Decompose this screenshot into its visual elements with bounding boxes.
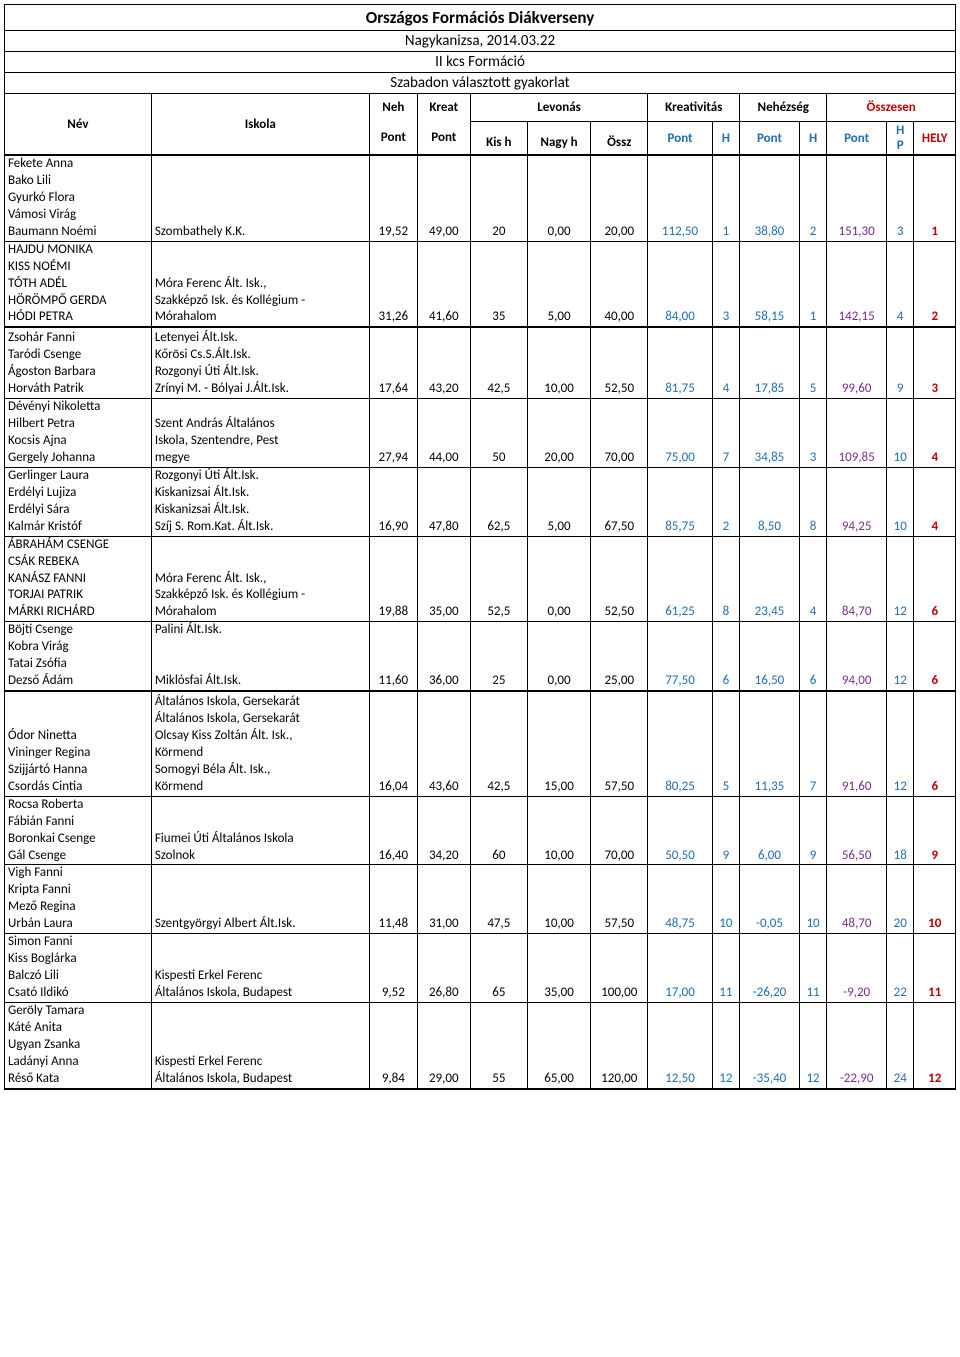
- table-row: Mező Regina: [5, 899, 956, 916]
- table-row: Csató IldikóÁltalános Iskola, Budapest9,…: [5, 985, 956, 1002]
- table-row: Urbán LauraSzentgyörgyi Albert Ált.Isk.1…: [5, 916, 956, 933]
- table-row: HAJDU MONIKA: [5, 241, 956, 258]
- table-row: Erdélyi SáraKiskanizsai Ált.Isk.: [5, 502, 956, 519]
- table-row: ÁBRAHÁM CSENGE: [5, 536, 956, 553]
- table-row: Zsohár FanniLetenyei Ált.Isk.: [5, 330, 956, 347]
- table-row: Vininger ReginaKörmend: [5, 745, 956, 762]
- table-row: Erdélyi LujizaKiskanizsai Ált.Isk.: [5, 485, 956, 502]
- table-row: Kripta Fanni: [5, 882, 956, 899]
- table-row: Tatai Zsófia: [5, 656, 956, 673]
- category-row: II kcs Formáció: [5, 52, 956, 73]
- table-row: Kiss Boglárka: [5, 951, 956, 968]
- hdr-neh-top: Neh: [369, 94, 417, 122]
- hdr-opont: Pont: [827, 122, 887, 156]
- table-row: Böjti Csenge Palini Ált.Isk.: [5, 622, 956, 639]
- table-row: Ugyan Zsanka: [5, 1037, 956, 1054]
- location-date: Nagykanizsa, 2014.03.22: [5, 31, 956, 52]
- hdr-kreat-bot: Pont: [417, 122, 470, 156]
- table-row: Gál CsengeSzolnok16,4034,206010,0070,005…: [5, 848, 956, 865]
- hdr-osszesen: Összesen: [827, 94, 956, 122]
- hdr-neh-bot: Pont: [369, 122, 417, 156]
- table-row: Ladányi AnnaKispesti Erkel Ferenc: [5, 1054, 956, 1071]
- header-row-1: Név Iskola Neh Kreat Levonás Kreativitás…: [5, 94, 956, 122]
- table-row: Réső KataÁltalános Iskola, Budapest9,842…: [5, 1071, 956, 1089]
- title: Országos Formációs Diákverseny: [5, 5, 956, 31]
- table-row: Simon Fanni: [5, 934, 956, 951]
- title-row: Országos Formációs Diákverseny: [5, 5, 956, 31]
- hdr-nagyh: Nagy h: [528, 122, 591, 156]
- hdr-ossz: Össz: [591, 122, 648, 156]
- hdr-npont: Pont: [740, 122, 800, 156]
- table-row: TÓTH ADÉLMóra Ferenc Ált. Isk.,: [5, 276, 956, 293]
- hdr-kish: Kis h: [470, 122, 527, 156]
- results-table: Országos Formációs Diákverseny Nagykaniz…: [4, 4, 956, 1090]
- hdr-kreativitas: Kreativitás: [648, 94, 740, 122]
- table-row: Káté Anita: [5, 1020, 956, 1037]
- hdr-kpont: Pont: [648, 122, 712, 156]
- location-row: Nagykanizsa, 2014.03.22: [5, 31, 956, 52]
- hdr-iskola: Iskola: [151, 94, 369, 156]
- table-row: Általános Iskola, Gersekarát: [5, 694, 956, 711]
- table-row: TORJAI PATRIKSzakképző Isk. és Kollégium…: [5, 587, 956, 604]
- table-row: Boronkai CsengeFiumei Úti Általános Isko…: [5, 831, 956, 848]
- table-row: KISS NOÉMI: [5, 259, 956, 276]
- exercise: Szabadon választott gyakorlat: [5, 73, 956, 94]
- table-row: Balczó LiliKispesti Erkel Ferenc: [5, 968, 956, 985]
- table-row: Kobra Virág: [5, 639, 956, 656]
- table-row: MÁRKI RICHÁRDMórahalom19,8835,0052,50,00…: [5, 604, 956, 621]
- table-row: Dezső ÁdámMiklósfai Ált.Isk.11,6036,0025…: [5, 673, 956, 691]
- table-row: Bako Lili: [5, 173, 956, 190]
- table-row: Gyurkó Flora: [5, 190, 956, 207]
- hdr-nh: H: [799, 122, 827, 156]
- table-row: Gerlinger LauraRozgonyi Úti Ált.Isk.: [5, 467, 956, 484]
- table-row: HÓDI PETRAMórahalom31,2641,60355,0040,00…: [5, 309, 956, 327]
- table-row: Taródi CsengeKőrösi Cs.S.Ált.Isk.: [5, 347, 956, 364]
- table-row: Fábián Fanni: [5, 814, 956, 831]
- hdr-hp: HP: [886, 122, 914, 156]
- hdr-kh: H: [712, 122, 740, 156]
- table-row: Hilbert PetraSzent András Általános: [5, 416, 956, 433]
- hdr-levonas: Levonás: [470, 94, 648, 122]
- table-row: Ódor NinettaOlcsay Kiss Zoltán Ált. Isk.…: [5, 728, 956, 745]
- table-row: Gergely Johannamegye27,9444,005020,0070,…: [5, 450, 956, 467]
- table-row: Általános Iskola, Gersekarát: [5, 711, 956, 728]
- table-row: Fekete Anna: [5, 155, 956, 173]
- table-row: KANÁSZ FANNIMóra Ferenc Ált. Isk.,: [5, 571, 956, 588]
- table-row: Csordás CintiaKörmend16,0443,6042,515,00…: [5, 779, 956, 796]
- table-row: Geröly Tamara: [5, 1002, 956, 1019]
- hdr-kreat-top: Kreat: [417, 94, 470, 122]
- table-row: CSÁK REBEKA: [5, 554, 956, 571]
- hdr-hely: HELY: [914, 122, 956, 156]
- exercise-row: Szabadon választott gyakorlat: [5, 73, 956, 94]
- category: II kcs Formáció: [5, 52, 956, 73]
- table-row: HÖRÖMPŐ GERDASzakképző Isk. és Kollégium…: [5, 293, 956, 310]
- hdr-nehezseg: Nehézség: [740, 94, 827, 122]
- table-row: Horváth PatrikZrínyi M. - Bólyai J.Ált.I…: [5, 381, 956, 398]
- table-row: Rocsa Roberta: [5, 796, 956, 813]
- table-row: Szijjártó HannaSomogyi Béla Ált. Isk.,: [5, 762, 956, 779]
- table-row: Dévényi Nikoletta: [5, 399, 956, 416]
- table-row: Baumann NoémiSzombathely K.K.19,5249,002…: [5, 224, 956, 241]
- table-row: Vigh Fanni: [5, 865, 956, 882]
- hdr-nev: Név: [5, 94, 152, 156]
- table-row: Kalmár KristófSzíj S. Rom.Kat. Ált.Isk.1…: [5, 519, 956, 536]
- table-row: Ágoston BarbaraRozgonyi Úti Ált.Isk.: [5, 364, 956, 381]
- table-row: Kocsis AjnaIskola, Szentendre, Pest: [5, 433, 956, 450]
- table-row: Vámosi Virág: [5, 207, 956, 224]
